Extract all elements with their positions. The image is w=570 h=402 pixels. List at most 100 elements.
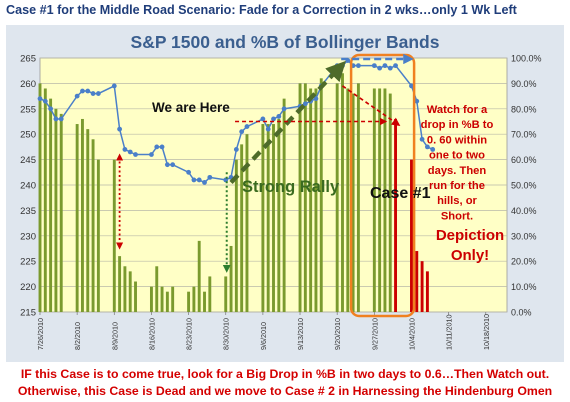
projection-bar — [394, 118, 398, 313]
percent-b-point — [414, 98, 420, 104]
percent-b-point — [202, 180, 207, 185]
index-bar — [224, 276, 228, 312]
percent-b-point — [154, 144, 160, 150]
percent-b-point — [387, 65, 393, 71]
percent-b-point — [313, 96, 319, 102]
index-bar — [123, 266, 127, 312]
watch-note-line: one to two — [429, 150, 485, 162]
percent-b-point — [58, 116, 64, 122]
projection-bar — [420, 261, 424, 312]
y-tick-label: 225 — [20, 257, 36, 268]
index-bar — [75, 124, 79, 312]
index-bar — [208, 276, 212, 312]
watch-note-line: Watch for a — [427, 104, 488, 116]
percent-b-point — [149, 152, 154, 157]
index-bar — [81, 118, 84, 313]
percent-b-point — [159, 144, 165, 150]
index-bar — [149, 286, 153, 312]
index-bar — [229, 245, 233, 312]
index-bar — [319, 78, 323, 312]
projection-bar — [415, 251, 419, 312]
percent-b-point — [430, 147, 436, 152]
percent-b-point — [207, 174, 213, 180]
footer-note: IF this Case is to come true, look for a… — [0, 366, 570, 400]
strong-rally-arrow — [229, 60, 346, 184]
we-are-here-label: We are Here — [152, 100, 230, 115]
percent-b-point — [90, 91, 96, 96]
percent-b-point — [127, 149, 133, 155]
slide-title: Case #1 for the Middle Road Scenario: Fa… — [6, 3, 517, 17]
watch-note-line: 0. 60 within — [427, 134, 487, 146]
watch-note-line: drop in %B to — [421, 119, 494, 131]
index-bar — [266, 124, 270, 312]
percent-b-point — [74, 93, 80, 99]
index-bar — [335, 83, 339, 313]
index-bar — [54, 108, 58, 312]
y2-tick-label: 70.0% — [511, 130, 537, 140]
percent-b-point — [271, 116, 276, 122]
depiction-note-line: Only! — [451, 247, 489, 264]
percent-b-point — [191, 177, 197, 183]
index-bar — [234, 159, 238, 312]
y-tick-label: 260 — [20, 79, 36, 90]
y-tick-label: 235 — [20, 206, 36, 217]
chart-title: S&P 1500 and %B of Bollinger Bands — [131, 32, 440, 52]
x-tick-label: 8/2/2010 — [73, 322, 82, 350]
index-bar — [203, 291, 206, 312]
percent-b-point — [37, 96, 43, 102]
index-bar — [282, 98, 286, 312]
percent-b-point — [111, 83, 117, 89]
index-bar — [351, 93, 355, 312]
percent-b-point — [340, 63, 345, 69]
index-bar — [43, 88, 47, 312]
index-bar — [197, 240, 201, 312]
percent-b-point — [302, 101, 308, 107]
chart-frame: S&P 1500 and %B of Bollinger Bands 215 22… — [6, 25, 564, 362]
percent-b-point — [122, 147, 128, 152]
index-bar — [314, 88, 318, 312]
x-tick-label: 9/13/2010 — [296, 318, 305, 350]
y2-tick-label: 10.0% — [511, 282, 537, 292]
index-bar — [112, 159, 116, 312]
x-tick-label: 10/18/2010 — [482, 314, 491, 350]
percent-b-point — [419, 136, 425, 142]
projection-bar — [410, 159, 413, 312]
y-tick-label: 230 — [20, 231, 36, 242]
y-tick-label: 240 — [20, 181, 36, 192]
percent-b-point — [196, 177, 202, 183]
x-tick-label: 10/11/2010 — [445, 315, 454, 350]
watch-note-line: hills, or — [437, 195, 477, 207]
index-bar — [272, 124, 275, 312]
axes: 215 220 225 230 235 240 245 250 255 260 265 0.0% 10.… — [20, 54, 541, 351]
percent-b-point — [133, 152, 138, 157]
case1-box — [349, 53, 416, 318]
percent-b-point — [42, 98, 48, 104]
index-bar — [372, 88, 376, 312]
percent-b-point — [233, 147, 239, 152]
index-bar — [277, 118, 281, 313]
percent-b-point — [265, 126, 271, 132]
percent-b-point — [260, 116, 266, 122]
x-tick-label: 9/6/2010 — [259, 322, 268, 350]
index-bar — [86, 129, 90, 312]
y-tick-label: 265 — [20, 54, 36, 65]
y2-tick-label: 90.0% — [511, 79, 537, 89]
percent-b-point — [186, 169, 191, 175]
y-tick-label: 220 — [20, 282, 36, 293]
y2-tick-label: 60.0% — [511, 155, 537, 165]
percent-b-point — [382, 63, 388, 69]
index-bar — [171, 286, 175, 312]
index-bar — [96, 159, 100, 312]
percent-b-point — [53, 116, 59, 122]
index-bar — [261, 124, 265, 312]
index-bar — [38, 83, 42, 313]
x-tick-label: 9/20/2010 — [333, 318, 342, 350]
x-tick-label: 7/26/2010 — [36, 318, 45, 350]
y2-tick-label: 30.0% — [511, 231, 537, 241]
percent-b-point — [334, 63, 340, 69]
percent-b-point — [356, 63, 361, 69]
x-tick-label: 9/27/2010 — [370, 318, 379, 350]
index-bar — [298, 83, 302, 313]
case1-label: Case #1 — [370, 185, 431, 202]
index-bar — [341, 73, 344, 312]
